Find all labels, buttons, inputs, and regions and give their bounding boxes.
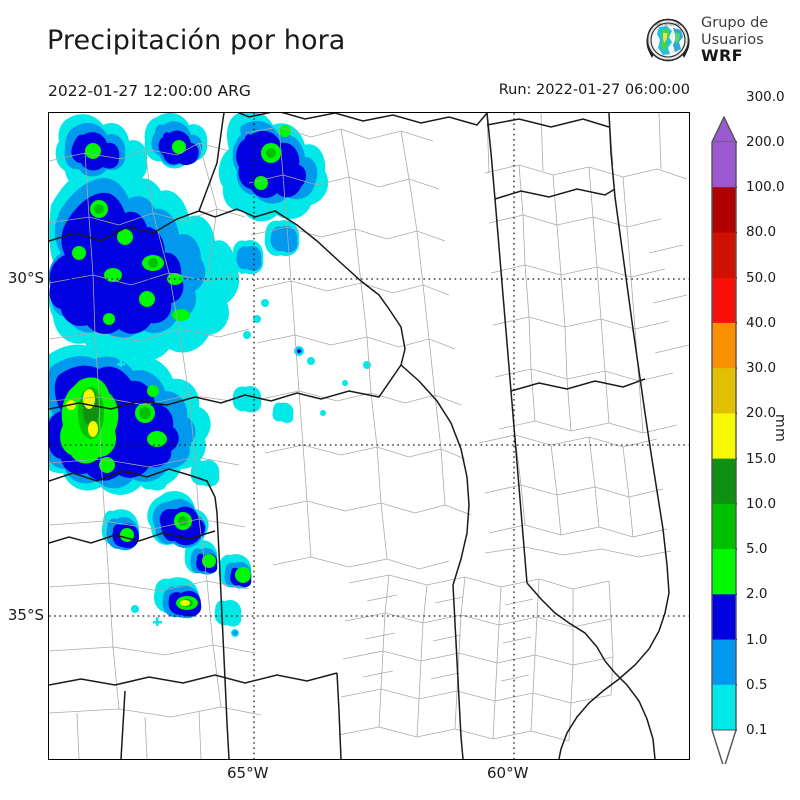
colorbar-tick-2-0: 2.0 [746, 586, 768, 603]
svg-text:GRUPO DE USUARIOS: GRUPO DE USUARIOS [654, 23, 682, 27]
logo-line-2: Usuarios [701, 31, 764, 48]
colorbar-tick-30-0: 30.0 [746, 360, 777, 377]
colorbar-tick-200-0: 200.0 [746, 134, 785, 150]
colorbar-tick-1-0: 1.0 [746, 631, 768, 648]
logo-line-1: Grupo de [701, 15, 769, 31]
colorbar-tick-0-5: 0.5 [746, 676, 768, 693]
colorbar-graphic [711, 96, 743, 771]
colorbar[interactable] [711, 96, 743, 771]
province-boundaries [49, 113, 670, 759]
colorbar-tick-15-0: 15.0 [746, 450, 777, 467]
lat-tick-label-30s: 30°S [7, 269, 44, 287]
globe-emblem-icon: GRUPO DE USUARIOS [646, 18, 690, 62]
lon-tick-label-60w: 60°W [487, 764, 529, 782]
colorbar-tick-80-0: 80.0 [746, 224, 777, 241]
colorbar-tick-5-0: 5.0 [746, 541, 768, 558]
colorbar-tick-10-0: 10.0 [746, 495, 777, 512]
colorbar-tick-300-0: 300.0 [746, 88, 785, 105]
colorbar-unit-label: mm [772, 414, 788, 443]
run-time-label: Run: 2022-01-27 06:00:00 [498, 82, 690, 98]
map-canvas[interactable] [48, 112, 690, 760]
colorbar-tick-40-0: 40.0 [746, 314, 777, 331]
colorbar-tick-100-0: 100.0 [746, 179, 785, 196]
lon-tick-label-65w: 65°W [227, 764, 269, 782]
colorbar-tick-50-0: 50.0 [746, 269, 777, 286]
brand-logo-text: Grupo de Usuarios WRF [701, 15, 768, 65]
lat-tick-label-35s: 35°S [7, 606, 44, 624]
brand-logo: GRUPO DE USUARIOS Grupo de Usuarios WRF [641, 14, 796, 72]
page-title: Precipitación por hora [47, 25, 346, 56]
map-vector-layer [49, 113, 689, 759]
logo-line-3: WRF [701, 46, 743, 65]
colorbar-tick-20-0: 20.0 [746, 405, 777, 422]
colorbar-tick-0-1: 0.1 [746, 722, 768, 738]
graticule [49, 113, 689, 759]
valid-time-label: 2022-01-27 12:00:00 ARG [48, 82, 251, 100]
